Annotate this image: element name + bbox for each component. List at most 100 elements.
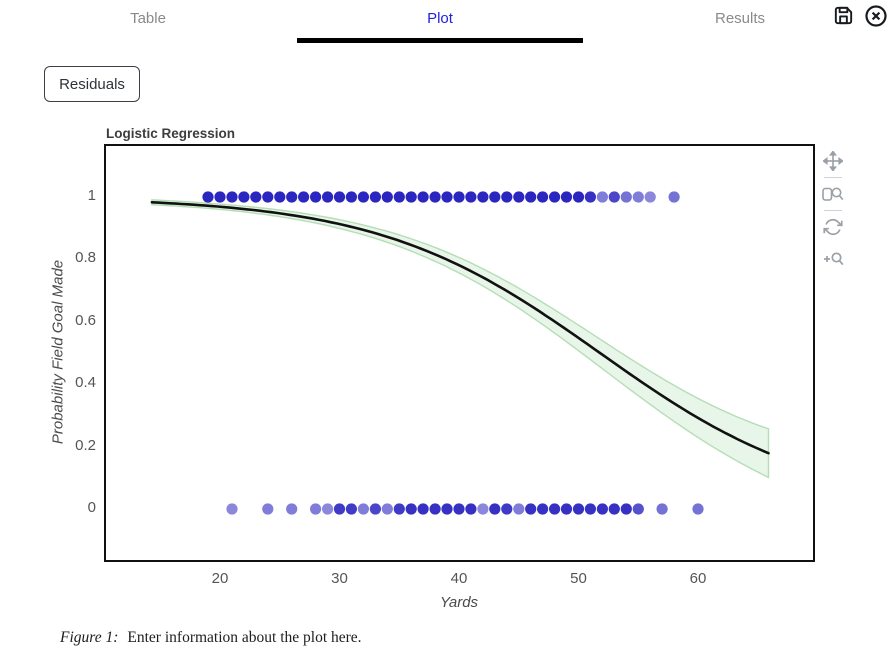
data-point-made [298, 191, 310, 203]
data-point-made [525, 191, 537, 203]
data-point-missed [620, 503, 632, 515]
data-point-made [560, 191, 573, 203]
data-point-missed [501, 503, 513, 515]
y-axis-tick: 0 [87, 499, 96, 516]
data-point-made [202, 191, 214, 203]
data-point-missed [357, 503, 369, 515]
data-point-missed [262, 503, 274, 515]
x-axis-tick: 30 [331, 570, 348, 587]
data-point-missed [369, 503, 381, 515]
data-point-made [632, 191, 644, 203]
data-point-made [429, 191, 441, 203]
data-point-missed [405, 503, 417, 515]
y-axis-label: Probability Field Goal Made [49, 259, 67, 445]
data-point-made [489, 191, 501, 203]
data-point-made [537, 191, 549, 203]
data-point-made [549, 191, 561, 203]
data-point-made [513, 191, 525, 203]
data-point-missed [572, 503, 585, 515]
close-button[interactable] [863, 4, 889, 30]
data-point-made [286, 191, 298, 203]
data-point-made [644, 191, 656, 203]
regression-curve [150, 201, 770, 455]
save-icon [832, 4, 855, 30]
tab-plot[interactable]: Plot [427, 10, 453, 27]
data-point-missed [453, 503, 465, 515]
data-point-missed [441, 503, 453, 515]
data-point-made [214, 191, 226, 203]
data-point-made [596, 191, 608, 203]
data-point-missed [345, 503, 357, 515]
data-point-missed [632, 503, 644, 515]
data-point-missed [692, 503, 704, 515]
data-point-missed [537, 503, 549, 515]
x-axis-label: Yards [439, 594, 479, 611]
tab-table[interactable]: Table [130, 10, 166, 27]
pan-tool-icon[interactable] [821, 150, 845, 172]
data-point-made [262, 191, 274, 203]
data-point-made [465, 191, 477, 203]
data-point-missed [489, 503, 501, 515]
figure-caption-prefix: Figure 1: [60, 629, 119, 646]
data-point-made [381, 191, 393, 203]
y-axis-tick: 0.6 [75, 311, 96, 329]
data-point-missed [381, 503, 393, 515]
data-point-missed [477, 503, 489, 515]
data-point-made [620, 191, 632, 203]
data-point-missed [310, 503, 322, 515]
data-point-made [393, 191, 405, 203]
y-axis-tick: 1 [87, 187, 96, 204]
residuals-button[interactable]: Residuals [44, 66, 140, 102]
y-axis-tick: 0.8 [75, 249, 96, 267]
data-point-made [501, 191, 513, 203]
figure-caption[interactable]: Figure 1: Enter information about the plo… [60, 629, 362, 647]
data-point-missed [608, 503, 620, 515]
y-axis-tick: 0.2 [75, 436, 96, 454]
data-point-missed [417, 503, 429, 515]
data-point-missed [525, 503, 537, 515]
x-axis-tick: 60 [689, 570, 707, 587]
box-zoom-tool-icon[interactable] [821, 183, 845, 205]
data-point-missed [560, 503, 573, 515]
data-point-missed [226, 503, 238, 515]
data-point-made [238, 191, 250, 203]
data-point-made [584, 191, 596, 203]
plot-frame [104, 144, 815, 562]
reset-tool-icon[interactable] [821, 216, 845, 238]
data-point-missed [656, 503, 668, 515]
close-icon [864, 4, 888, 31]
data-point-made [322, 191, 334, 203]
data-point-made [441, 191, 453, 203]
data-point-missed [465, 503, 477, 515]
save-button[interactable] [830, 4, 856, 30]
active-tab-underline [297, 38, 583, 43]
data-point-missed [286, 503, 298, 515]
data-point-missed [549, 503, 561, 515]
data-point-made [226, 191, 238, 203]
data-point-made [250, 191, 262, 203]
toolbar-divider [824, 210, 842, 211]
zoom-in-tool-icon[interactable] [821, 248, 845, 270]
tab-results[interactable]: Results [714, 10, 766, 27]
data-point-missed [322, 503, 334, 515]
data-point-made [668, 191, 680, 203]
data-point-made [310, 191, 322, 203]
data-point-missed [584, 503, 596, 515]
data-point-made [345, 191, 357, 203]
data-point-missed [393, 503, 405, 515]
data-point-made [405, 191, 417, 203]
x-axis-tick: 50 [570, 570, 587, 587]
data-point-made [274, 191, 286, 203]
data-point-made [572, 191, 585, 203]
data-point-missed [429, 503, 441, 515]
toolbar-divider [824, 177, 842, 178]
x-axis-tick: 40 [450, 570, 468, 587]
data-point-made [357, 191, 369, 203]
figure-caption-text: Enter information about the plot here. [127, 629, 362, 646]
data-point-made [453, 191, 465, 203]
plot-canvas[interactable] [106, 146, 813, 560]
data-point-made [369, 191, 381, 203]
plot-title: Logistic Regression [106, 126, 236, 141]
data-point-made [333, 191, 346, 203]
